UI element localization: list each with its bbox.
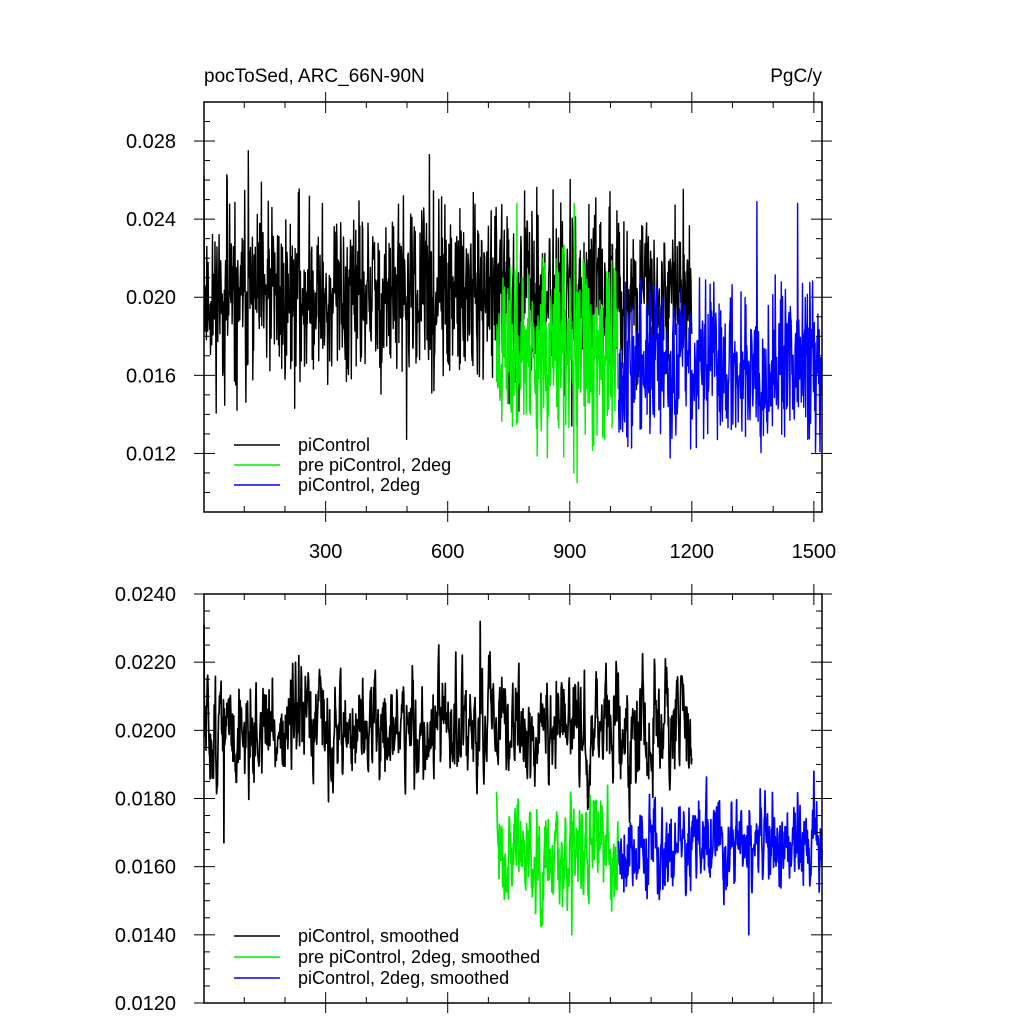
x-tick-label: 300: [309, 541, 342, 563]
y-tick-label: 0.012: [126, 443, 176, 465]
y-tick-label: 0.0160: [115, 857, 176, 879]
y-tick-label: 0.020: [126, 287, 176, 309]
series-line-1: [203, 150, 693, 441]
legend-label: piControl: [298, 435, 370, 455]
y-tick-label: 0.024: [126, 209, 176, 231]
x-tick-label: 1200: [670, 541, 715, 563]
series-line-3: [617, 770, 823, 936]
y-tick-label: 0.0180: [115, 789, 176, 811]
legend-label: piControl, 2deg: [298, 475, 420, 495]
y-tick-label: 0.0140: [115, 925, 176, 947]
top-panel: pocToSed, ARC_66N-90N PgC/y 300 600 900 120…: [126, 66, 836, 563]
y-tick-label: 0.0240: [115, 584, 176, 606]
series-line-2: [495, 784, 620, 936]
axis-ticks: 0.0120 0.0140 0.0160 0.0180 0.0200 0.0220 0.02…: [115, 584, 832, 1015]
x-tick-label: 1500: [792, 541, 837, 563]
legend-label: piControl, 2deg, smoothed: [298, 968, 509, 988]
x-tick-label: 900: [553, 541, 586, 563]
units-label: PgC/y: [770, 66, 822, 87]
series-line-3: [617, 200, 823, 459]
axis-ticks: 300 600 900 1200 1500 0.012 0.016 0.020 0.024 0.0…: [126, 92, 836, 563]
series-group: [203, 620, 823, 936]
series-line-2: [495, 202, 620, 484]
plot-frame: [203, 101, 823, 513]
plot-frame: [203, 593, 823, 1004]
legend-label: piControl, smoothed: [298, 926, 459, 946]
bottom-panel: 0.0120 0.0140 0.0160 0.0180 0.0200 0.0220 0.02…: [115, 584, 832, 1015]
panel-title: pocToSed, ARC_66N-90N: [204, 66, 425, 87]
y-tick-label: 0.0120: [115, 993, 176, 1015]
series-line-1: [203, 620, 693, 844]
y-tick-label: 0.028: [126, 131, 176, 153]
y-tick-label: 0.0220: [115, 652, 176, 674]
y-tick-label: 0.0200: [115, 720, 176, 742]
legend-label: pre piControl, 2deg, smoothed: [298, 947, 540, 967]
x-tick-label: 600: [431, 541, 464, 563]
legend-label: pre piControl, 2deg: [298, 455, 451, 475]
series-group: [203, 150, 823, 484]
y-tick-label: 0.016: [126, 365, 176, 387]
